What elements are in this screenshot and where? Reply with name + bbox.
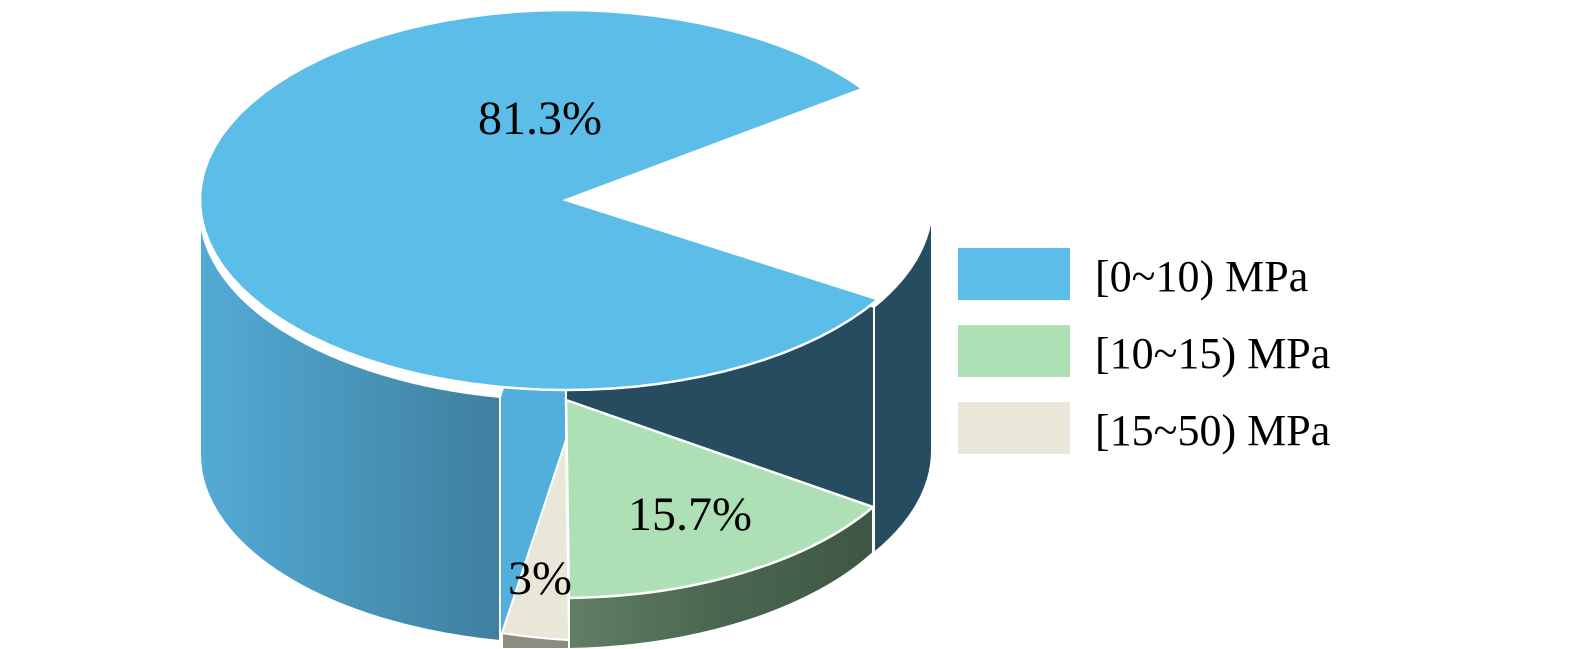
legend-swatch-0-10 — [958, 248, 1070, 300]
legend-label-15-50: [15~50) MPa — [1095, 406, 1330, 455]
legend-label-10-15: [10~15) MPa — [1095, 329, 1330, 378]
slice-label-10-15: 15.7% — [628, 488, 752, 541]
slice-group-0-10 — [198, 8, 933, 643]
legend: [0~10) MPa [10~15) MPa [15~50) MPa — [958, 248, 1330, 455]
legend-swatch-15-50 — [958, 402, 1070, 454]
slice-group-15-50 — [500, 439, 571, 649]
slice-top-10-15 — [564, 398, 876, 600]
slice-side-right-0-10 — [873, 207, 933, 556]
legend-swatch-10-15 — [958, 325, 1070, 377]
slice-top-0-10 — [198, 8, 881, 392]
slice-group-10-15 — [564, 398, 876, 649]
slice-label-15-50: 3% — [508, 552, 572, 605]
legend-label-0-10: [0~10) MPa — [1095, 252, 1308, 301]
slice-label-0-10: 81.3% — [478, 92, 602, 145]
